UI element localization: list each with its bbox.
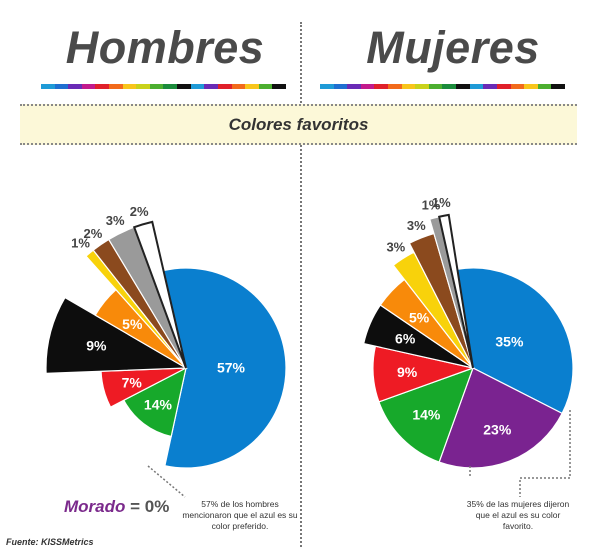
- slice-label-gris: 1%: [422, 197, 441, 212]
- spectrum-segment: [333, 84, 348, 89]
- spectrum-segment: [231, 84, 246, 89]
- pie-slice-azul: [456, 267, 574, 415]
- spectrum-segment: [149, 84, 164, 89]
- men-note: 57% de los hombres mencionaron que el az…: [182, 499, 298, 531]
- slice-label-amarillo: 1%: [71, 235, 90, 250]
- right-spectrum-bar: [320, 84, 565, 89]
- leader-line: [147, 465, 186, 498]
- slice-label-rojo: 9%: [397, 364, 418, 380]
- banner-title: Colores favoritos: [228, 115, 369, 134]
- spectrum-segment: [54, 84, 69, 89]
- spectrum-segment: [456, 84, 470, 89]
- pie-slice-negro: [45, 296, 189, 374]
- women-note: 35% de las mujeres dijeron que el azul e…: [466, 499, 570, 531]
- spectrum-segment: [136, 84, 150, 89]
- spectrum-segment: [510, 84, 525, 89]
- slice-label-negro: 6%: [395, 331, 416, 347]
- spectrum-segment: [469, 84, 484, 89]
- spectrum-segment: [204, 84, 218, 89]
- spectrum-segment: [41, 84, 55, 89]
- pie-slice-azul: [162, 267, 287, 469]
- spectrum-segment: [190, 84, 205, 89]
- slice-label-azul: 35%: [495, 334, 524, 350]
- spectrum-segment: [347, 84, 361, 89]
- pie-slice-verde: [123, 366, 187, 438]
- slice-label-blanco: 2%: [130, 204, 149, 219]
- spectrum-segment: [428, 84, 443, 89]
- banner: Colores favoritos: [20, 104, 577, 145]
- spectrum-segment: [258, 84, 273, 89]
- slice-label-verde: 14%: [144, 397, 173, 413]
- men-title: Hombres: [65, 22, 265, 73]
- slice-label-amarillo: 3%: [386, 239, 405, 254]
- slice-label-negro: 9%: [86, 338, 107, 354]
- leader-line: [519, 410, 571, 497]
- slice-label-rojo: 7%: [122, 374, 143, 390]
- slice-label-marron: 2%: [83, 226, 102, 241]
- spectrum-segment: [442, 84, 457, 89]
- slice-label-gris: 3%: [106, 213, 125, 228]
- spectrum-segment: [122, 84, 137, 89]
- spectrum-segment: [524, 84, 538, 89]
- left-spectrum-bar: [41, 84, 286, 89]
- spectrum-segment: [81, 84, 96, 89]
- spectrum-segment: [320, 84, 334, 89]
- pie-slice-blanco: [132, 220, 187, 369]
- spectrum-segment: [177, 84, 191, 89]
- spectrum-segment: [401, 84, 416, 89]
- slice-label-naranja: 5%: [122, 316, 143, 332]
- center-divider-bottom: [300, 145, 302, 547]
- women-title: Mujeres: [366, 22, 540, 73]
- slice-label-morado: 23%: [483, 421, 512, 437]
- pie-slice-blanco: [437, 213, 474, 369]
- spectrum-segment: [217, 84, 232, 89]
- center-divider-top: [300, 22, 302, 110]
- slice-label-marron: 3%: [407, 218, 426, 233]
- morado-note: Morado = 0%: [64, 497, 169, 517]
- spectrum-segment: [245, 84, 259, 89]
- spectrum-segment: [415, 84, 429, 89]
- spectrum-segment: [95, 84, 110, 89]
- spectrum-segment: [496, 84, 511, 89]
- slice-label-azul: 57%: [217, 360, 246, 376]
- spectrum-segment: [551, 84, 565, 89]
- morado-word: Morado: [64, 497, 126, 516]
- spectrum-segment: [388, 84, 402, 89]
- spectrum-segment: [163, 84, 178, 89]
- spectrum-segment: [374, 84, 389, 89]
- pie-slice-verde: [378, 367, 474, 463]
- morado-value: = 0%: [125, 497, 170, 516]
- slice-label-naranja: 5%: [409, 309, 430, 325]
- spectrum-segment: [483, 84, 497, 89]
- spectrum-segment: [68, 84, 82, 89]
- slice-label-verde: 14%: [412, 407, 441, 423]
- spectrum-segment: [109, 84, 123, 89]
- slice-label-blanco: 1%: [432, 195, 451, 210]
- pie-slice-morado: [438, 367, 563, 469]
- spectrum-segment: [537, 84, 552, 89]
- spectrum-segment: [272, 84, 286, 89]
- source-credit: Fuente: KISSMetrics: [6, 537, 94, 547]
- spectrum-segment: [360, 84, 375, 89]
